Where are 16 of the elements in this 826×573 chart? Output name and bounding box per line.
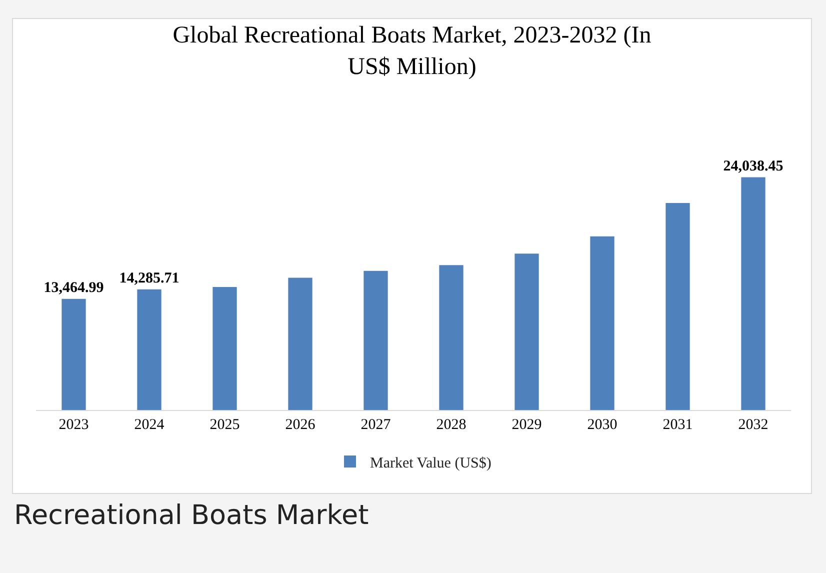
x-tick-label: 2027 [360,417,392,433]
x-tick-label: 2026 [285,417,316,433]
x-tick-label: 2028 [436,417,466,433]
x-tick-label: 2024 [134,417,165,433]
x-tick-label: 2029 [512,417,542,433]
text: Recreational Boats Market [14,500,369,531]
text: Global Recreational Boats Market, 2023-2032 (In US$ Million) [172,22,652,80]
x-tick-label: 2030 [587,417,618,433]
x-tick-label: 2032 [738,417,768,433]
data-label: 13,464.99 [44,280,104,296]
x-tick-label: 2025 [210,417,240,433]
data-label: 14,285.71 [119,270,180,286]
legend-label: Market Value (US$) [370,455,492,472]
x-tick-label: 2031 [662,417,693,433]
data-label: 24,038.45 [723,158,784,174]
x-tick-label: 2023 [58,417,89,433]
